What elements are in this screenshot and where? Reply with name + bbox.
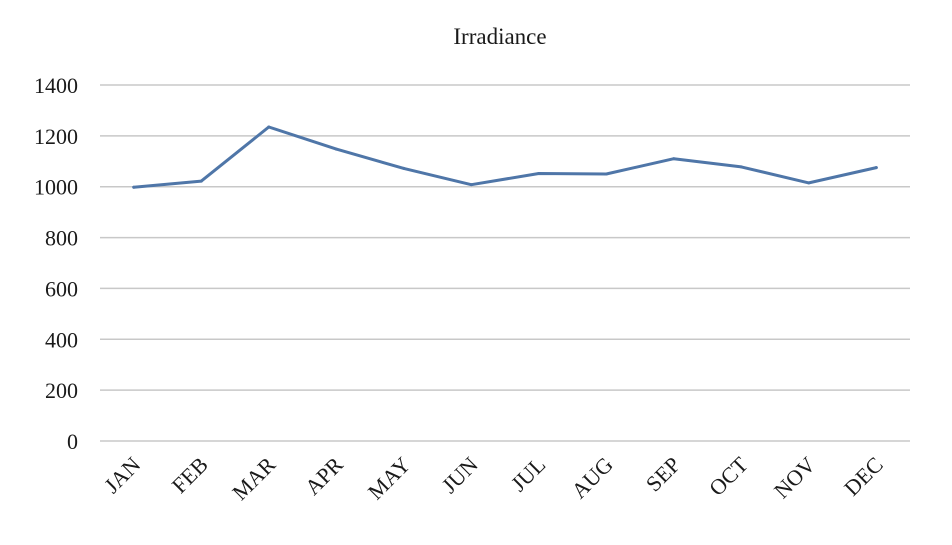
y-axis-ticks: 0 200 400 600 800 1000 1200 1400 bbox=[34, 73, 78, 454]
data-point-nov bbox=[807, 181, 811, 185]
y-tick-label-0: 0 bbox=[67, 429, 78, 454]
x-axis-ticks: JAN FEB MAR APR MAY JUN JUL AUG SEP OCT NOV DEC bbox=[99, 451, 888, 505]
data-point-mar bbox=[267, 125, 271, 129]
data-point-jun bbox=[469, 183, 473, 187]
x-tick-label-oct: OCT bbox=[704, 451, 753, 500]
y-tick-label-1000: 1000 bbox=[34, 175, 78, 200]
x-tick-label-nov: NOV bbox=[769, 452, 820, 503]
x-tick-label-dec: DEC bbox=[839, 452, 888, 501]
y-tick-label-400: 400 bbox=[45, 327, 78, 352]
chart-title: Irradiance bbox=[453, 24, 546, 49]
x-tick-label-feb: FEB bbox=[167, 452, 213, 498]
data-point-oct bbox=[739, 165, 743, 169]
y-tick-label-1200: 1200 bbox=[34, 124, 78, 149]
x-tick-label-aug: AUG bbox=[566, 452, 617, 503]
x-tick-label-may: MAY bbox=[363, 452, 416, 505]
x-tick-label-jan: JAN bbox=[99, 452, 145, 498]
x-tick-label-jun: JUN bbox=[437, 452, 483, 498]
x-tick-label-sep: SEP bbox=[641, 452, 685, 496]
data-point-may bbox=[402, 166, 406, 170]
data-point-dec bbox=[874, 166, 878, 170]
data-point-apr bbox=[334, 147, 338, 151]
y-tick-label-800: 800 bbox=[45, 226, 78, 251]
data-point-aug bbox=[604, 172, 608, 176]
y-tick-label-600: 600 bbox=[45, 276, 78, 301]
data-point-jan bbox=[132, 185, 136, 189]
x-tick-label-apr: APR bbox=[300, 452, 348, 500]
x-tick-label-mar: MAR bbox=[227, 452, 280, 505]
series-layer bbox=[132, 125, 878, 189]
series-line-0 bbox=[132, 125, 878, 189]
data-point-feb bbox=[199, 179, 203, 183]
gridlines bbox=[100, 84, 910, 442]
data-point-jul bbox=[537, 171, 541, 175]
x-tick-label-jul: JUL bbox=[506, 452, 550, 496]
y-tick-label-200: 200 bbox=[45, 378, 78, 403]
data-point-sep bbox=[672, 157, 676, 161]
y-tick-label-1400: 1400 bbox=[34, 73, 78, 98]
